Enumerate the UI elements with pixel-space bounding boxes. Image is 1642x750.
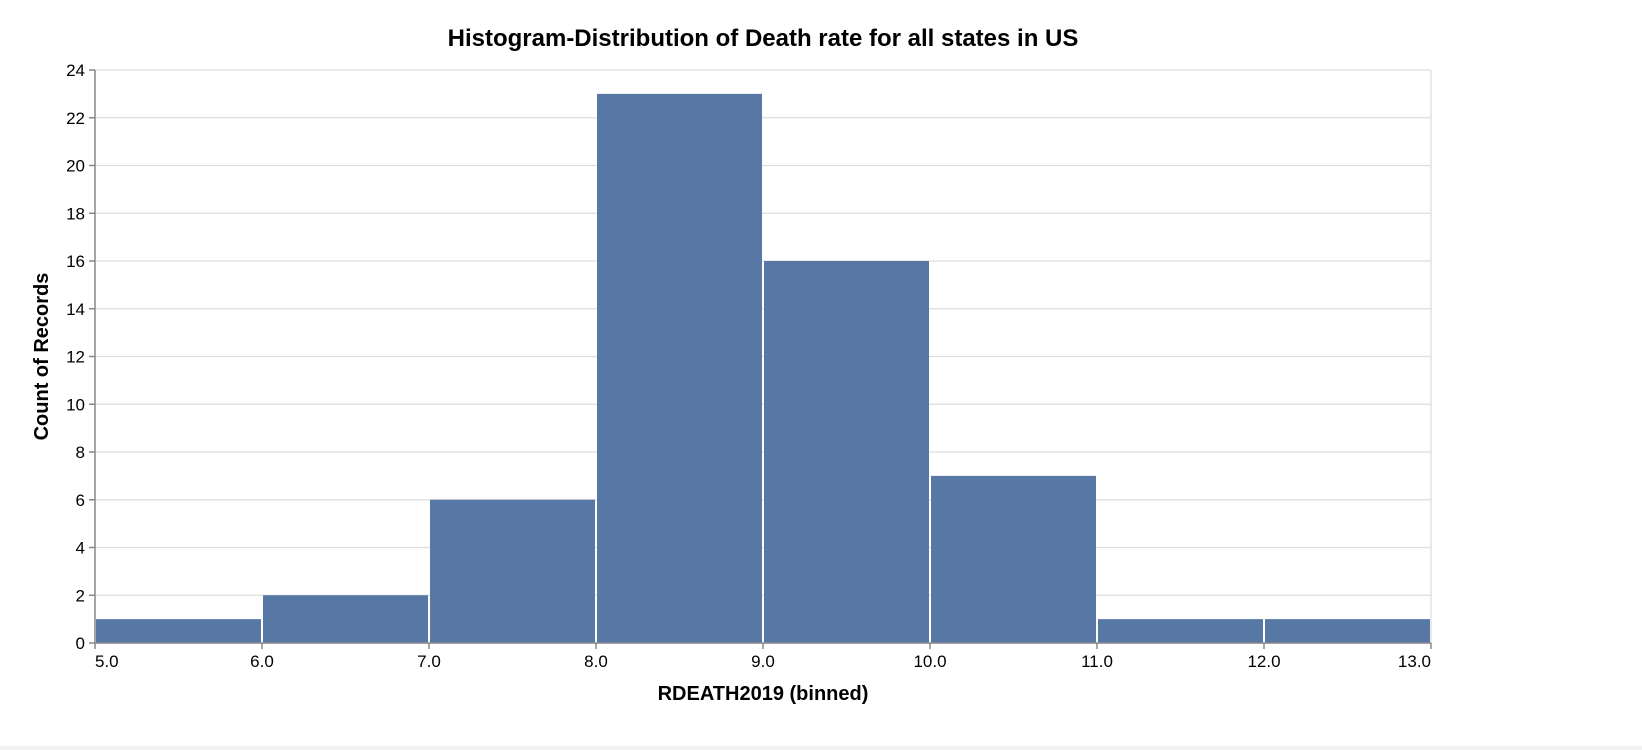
x-tick-label: 5.0 bbox=[95, 652, 119, 671]
y-tick-label: 20 bbox=[66, 157, 85, 176]
y-tick-label: 18 bbox=[66, 204, 85, 223]
histogram-bar bbox=[263, 595, 428, 643]
chart-title: Histogram-Distribution of Death rate for… bbox=[448, 25, 1079, 52]
x-tick-label: 8.0 bbox=[584, 652, 608, 671]
y-tick-label: 24 bbox=[66, 61, 85, 80]
y-tick-label: 6 bbox=[76, 491, 85, 510]
x-tick-label: 9.0 bbox=[751, 652, 775, 671]
y-tick-label: 2 bbox=[76, 586, 85, 605]
y-tick-label: 8 bbox=[76, 443, 85, 462]
histogram-bar bbox=[931, 475, 1096, 643]
histogram-bar bbox=[764, 261, 929, 643]
histogram-bar bbox=[96, 619, 261, 643]
y-tick-label: 4 bbox=[76, 539, 85, 558]
y-axis-title: Count of Records bbox=[31, 273, 53, 441]
x-tick-label: 6.0 bbox=[250, 652, 274, 671]
x-axis-title: RDEATH2019 (binned) bbox=[658, 683, 869, 705]
y-tick-label: 0 bbox=[76, 634, 85, 653]
bottom-strip bbox=[0, 746, 1642, 750]
histogram-bar bbox=[597, 93, 762, 643]
y-tick-label: 10 bbox=[66, 395, 85, 414]
x-tick-label: 7.0 bbox=[417, 652, 441, 671]
x-tick-label: 10.0 bbox=[913, 652, 946, 671]
grid-lines bbox=[95, 69, 1432, 644]
x-tick-label: 11.0 bbox=[1081, 652, 1113, 671]
histogram-bars bbox=[96, 93, 1430, 643]
y-tick-label: 14 bbox=[66, 300, 85, 319]
x-tick-label: 12.0 bbox=[1247, 652, 1280, 671]
histogram-bar bbox=[1098, 619, 1263, 643]
x-tick-label: 13.0 bbox=[1398, 652, 1431, 671]
y-tick-label: 12 bbox=[66, 348, 85, 367]
histogram-bar bbox=[430, 499, 595, 643]
histogram-bar bbox=[1265, 619, 1430, 643]
y-tick-label: 22 bbox=[66, 109, 85, 128]
y-tick-label: 16 bbox=[66, 252, 85, 271]
